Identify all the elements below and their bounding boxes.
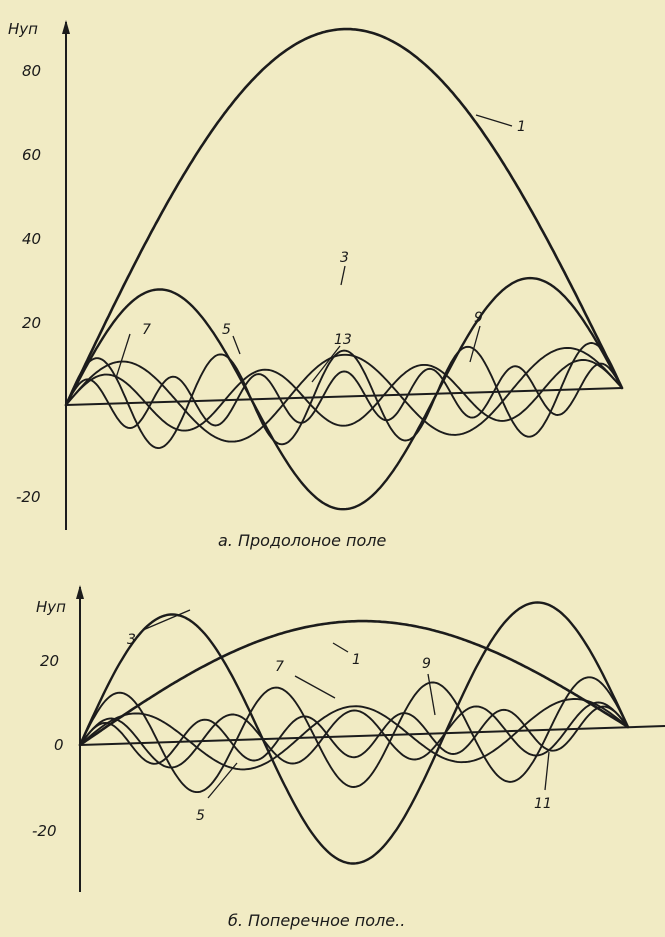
- y-axis-label: Нуп: [36, 598, 66, 616]
- curve-harmonic-5: [79, 698, 629, 771]
- curve-label: 5: [196, 808, 205, 824]
- curve-harmonic-3: [78, 601, 630, 865]
- curve-label: 3: [127, 632, 136, 648]
- curve-label: 9: [474, 310, 483, 326]
- leader-line: [332, 642, 349, 653]
- curve-harmonic-9: [79, 701, 629, 769]
- leader-line: [207, 762, 238, 799]
- curve-label: 7: [275, 659, 284, 675]
- curve-harmonic-7: [65, 359, 623, 432]
- x-axis: [65, 387, 623, 406]
- y-tick-label: 20: [22, 314, 41, 332]
- leader-line: [427, 673, 436, 716]
- curve-harmonic-13: [65, 362, 623, 430]
- leader-line: [142, 609, 191, 631]
- curve-label: 7: [142, 322, 151, 338]
- y-tick-label: 40: [22, 230, 41, 248]
- curve-harmonic-1: [64, 27, 624, 407]
- leader-line: [115, 333, 131, 379]
- y-tick-label: 20: [40, 652, 59, 670]
- curve-harmonic-1: [78, 619, 630, 747]
- curve-harmonic-5: [65, 346, 623, 443]
- curve-harmonic-9: [65, 342, 623, 450]
- y-tick-label: 60: [22, 146, 41, 164]
- chart-transverse-field: Нуп 20 0 -20 1 3 5 7 9 11 б. Поперечное …: [32, 585, 665, 930]
- curve-label: 1: [517, 119, 526, 135]
- curve-label: 3: [340, 250, 349, 266]
- curve-label: 5: [222, 322, 231, 338]
- chart-caption: а. Продолоное поле: [218, 531, 386, 550]
- leader-line: [340, 265, 346, 286]
- y-axis-arrow: [62, 20, 70, 34]
- curve-label: 9: [422, 656, 431, 672]
- curve-harmonic-11: [79, 705, 629, 765]
- chart-longitudinal-field: Нуп 80 60 40 20 -20 1 3 5 7 9 13 а. Прод…: [8, 20, 624, 550]
- leader-line: [469, 325, 481, 363]
- curve-label: 1: [352, 652, 361, 668]
- curve-harmonic-7: [79, 676, 629, 794]
- leader-line: [232, 335, 241, 355]
- curve-harmonic-3: [64, 276, 624, 511]
- leader-line: [294, 675, 336, 699]
- leader-line: [475, 114, 513, 127]
- curve-label: 13: [334, 332, 352, 348]
- y-axis-arrow: [76, 585, 84, 599]
- chart-caption: б. Поперечное поле..: [228, 911, 405, 930]
- y-tick-label: 0: [54, 736, 64, 754]
- leader-line: [544, 751, 550, 791]
- leader-line: [311, 345, 341, 383]
- curve-label: 11: [534, 796, 552, 812]
- y-tick-label: -20: [16, 488, 41, 506]
- y-tick-label: 80: [22, 62, 41, 80]
- y-axis-label: Нуп: [8, 20, 38, 38]
- y-tick-label: -20: [32, 822, 57, 840]
